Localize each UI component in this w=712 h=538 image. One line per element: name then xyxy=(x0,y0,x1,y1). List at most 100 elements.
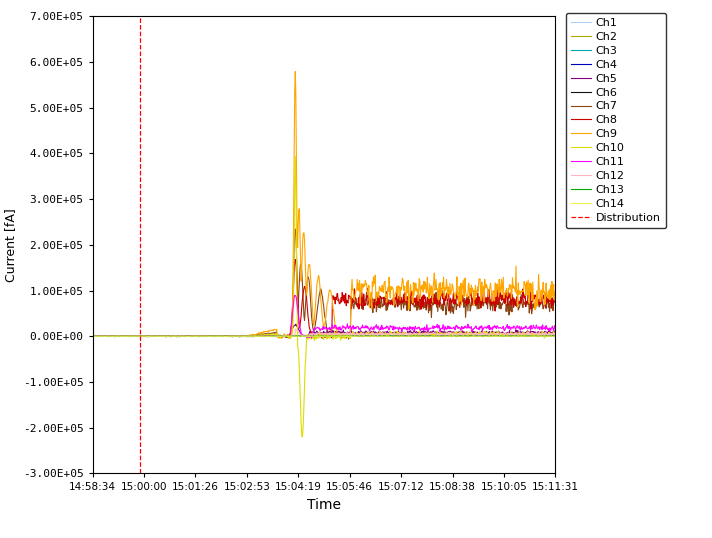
Ch4 xyxy=(357,333,366,339)
Line: Ch5: Ch5 xyxy=(93,324,555,337)
Ch11 xyxy=(551,325,560,332)
Distribution xyxy=(136,333,145,339)
Ch9 xyxy=(441,285,449,291)
Ch9 xyxy=(551,287,560,294)
Ch4 xyxy=(384,333,392,339)
Line: Ch4: Ch4 xyxy=(93,336,555,337)
Ch10 xyxy=(370,330,379,337)
Line: Ch11: Ch11 xyxy=(93,295,555,338)
Ch9 xyxy=(370,280,379,287)
Legend: Ch1, Ch2, Ch3, Ch4, Ch5, Ch6, Ch7, Ch8, Ch9, Ch10, Ch11, Ch12, Ch13, Ch14, Distr: Ch1, Ch2, Ch3, Ch4, Ch5, Ch6, Ch7, Ch8, … xyxy=(565,12,666,228)
Ch13 xyxy=(358,333,367,339)
Ch6 xyxy=(510,332,518,339)
Ch8 xyxy=(488,300,496,307)
Ch11 xyxy=(290,292,299,299)
Ch8 xyxy=(551,293,560,299)
Ch1 xyxy=(357,333,366,339)
Ch9 xyxy=(88,333,97,339)
Ch3 xyxy=(441,333,449,339)
Ch8 xyxy=(384,299,393,306)
Ch4 xyxy=(117,333,125,339)
Ch13 xyxy=(551,333,560,339)
Ch12 xyxy=(358,331,367,337)
Ch8 xyxy=(117,333,125,339)
Ch11 xyxy=(370,324,379,330)
Ch7 xyxy=(551,300,560,306)
Ch7 xyxy=(370,298,379,305)
Ch1 xyxy=(384,333,392,339)
Ch6 xyxy=(88,333,97,339)
Ch1 xyxy=(488,333,496,339)
Ch9 xyxy=(488,298,496,305)
Ch12 xyxy=(488,331,496,338)
Ch2 xyxy=(370,333,379,339)
Ch4 xyxy=(254,332,263,339)
Ch14 xyxy=(263,334,271,340)
Ch14 xyxy=(370,333,379,339)
Ch2 xyxy=(358,333,367,339)
Ch12 xyxy=(441,331,449,337)
Ch2 xyxy=(263,333,272,339)
Ch11 xyxy=(384,327,393,333)
Ch13 xyxy=(488,333,496,339)
Line: Ch12: Ch12 xyxy=(93,329,555,337)
Ch1 xyxy=(117,333,125,339)
Ch10 xyxy=(488,331,496,337)
Ch14 xyxy=(132,332,141,339)
Ch2 xyxy=(286,334,294,340)
Ch8 xyxy=(358,297,367,303)
Ch14 xyxy=(358,333,367,339)
Ch3 xyxy=(88,333,97,339)
Ch13 xyxy=(384,333,393,339)
Ch6 xyxy=(551,333,560,339)
Ch8 xyxy=(318,335,326,341)
Ch14 xyxy=(117,333,125,339)
Ch11 xyxy=(358,322,367,328)
Ch3 xyxy=(281,334,290,340)
Ch3 xyxy=(295,332,304,339)
Ch9 xyxy=(358,281,367,287)
Ch13 xyxy=(370,333,379,339)
Ch2 xyxy=(117,333,125,339)
Ch10 xyxy=(117,333,125,339)
Ch13 xyxy=(88,333,97,339)
Line: Ch2: Ch2 xyxy=(93,336,555,337)
Ch9 xyxy=(384,288,393,295)
Ch7 xyxy=(441,300,449,306)
Ch8 xyxy=(441,293,449,299)
Ch8 xyxy=(88,333,97,339)
Ch4 xyxy=(551,333,560,339)
Ch14 xyxy=(441,333,449,339)
Ch3 xyxy=(370,333,379,339)
Ch13 xyxy=(134,334,142,340)
Ch4 xyxy=(88,333,97,339)
Ch2 xyxy=(384,333,393,339)
Ch4 xyxy=(370,333,378,339)
Ch7 xyxy=(345,336,353,342)
Line: Ch7: Ch7 xyxy=(93,229,555,339)
Line: Ch8: Ch8 xyxy=(93,259,555,338)
Line: Ch3: Ch3 xyxy=(93,336,555,337)
Ch3 xyxy=(551,333,560,339)
Ch9 xyxy=(277,335,286,342)
Ch7 xyxy=(117,333,125,339)
Ch5 xyxy=(292,321,300,328)
Ch2 xyxy=(441,333,449,339)
Ch10 xyxy=(441,330,449,336)
Ch10 xyxy=(384,333,393,339)
Line: Ch13: Ch13 xyxy=(93,336,555,337)
Ch2 xyxy=(88,333,97,339)
Ch3 xyxy=(117,333,125,339)
Ch6 xyxy=(313,333,322,339)
Ch7 xyxy=(384,296,393,303)
Line: Ch9: Ch9 xyxy=(93,72,555,338)
Ch12 xyxy=(384,331,393,337)
Ch10 xyxy=(551,332,560,339)
Ch4 xyxy=(488,333,496,339)
Ch6 xyxy=(384,333,392,339)
Ch9 xyxy=(291,68,300,75)
Ch12 xyxy=(291,326,300,332)
Ch13 xyxy=(276,332,285,339)
Ch6 xyxy=(357,333,366,339)
Ch5 xyxy=(370,331,379,338)
